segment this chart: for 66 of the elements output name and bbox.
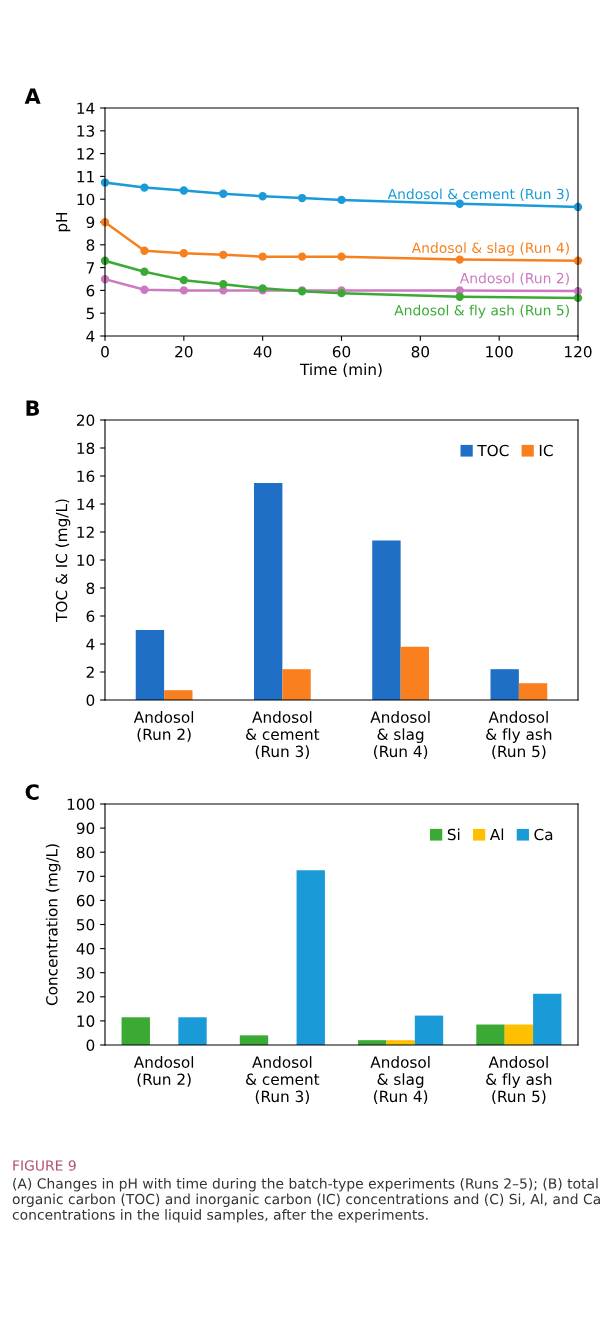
series-label: Andosol & slag (Run 4): [411, 242, 569, 256]
x-tick-label: Andosol & slag (Run 4): [370, 1056, 430, 1104]
x-tick-label: 20: [175, 345, 193, 358]
y-tick-label: 10: [77, 193, 95, 206]
y-tick-label: 18: [77, 442, 95, 455]
x-tick-label: 100: [486, 345, 513, 358]
y-tick-label: 6: [86, 610, 95, 623]
y-tick-label: 2: [86, 666, 94, 678]
y-tick-label: 0: [86, 694, 95, 707]
x-tick-label: Andosol (Run 2): [133, 1056, 194, 1087]
series-label: Andosol (Run 2): [459, 272, 569, 286]
x-tick-label: 0: [101, 345, 109, 358]
x-tick-label: 40: [253, 345, 272, 358]
chart-title: C: [25, 784, 39, 800]
y-tick-label: 5: [86, 307, 94, 320]
y-axis-title: Concentration (mg/L): [45, 844, 61, 1006]
y-tick-label: 10: [77, 1015, 95, 1027]
x-tick-label: Andosol (Run 2): [133, 711, 194, 742]
y-axis-title: TOC & IC (mg/L): [55, 499, 71, 622]
y-tick-label: 20: [76, 991, 95, 1003]
y-tick-label: 0: [86, 1039, 95, 1052]
legend-label: Ca: [534, 828, 553, 841]
series-label: Andosol & fly ash (Run 5): [394, 304, 569, 319]
y-tick-label: 12: [77, 526, 94, 538]
y-tick-label: 40: [76, 943, 95, 955]
y-tick-label: 4: [86, 330, 95, 342]
x-tick-label: 120: [565, 345, 592, 358]
y-tick-label: 60: [76, 894, 95, 907]
y-tick-label: 80: [76, 846, 95, 859]
y-tick-label: 12: [77, 148, 94, 160]
y-tick-label: 8: [86, 239, 95, 251]
chart-title: B: [26, 400, 39, 416]
y-tick-label: 6: [86, 284, 95, 297]
x-tick-label: Andosol & cement (Run 3): [246, 711, 320, 759]
x-axis-title: Time (min): [299, 363, 382, 377]
y-tick-label: 14: [77, 102, 95, 114]
y-tick-label: 10: [77, 554, 95, 567]
chart-title: A: [24, 88, 41, 104]
y-tick-label: 100: [67, 798, 95, 811]
x-tick-label: 60: [332, 345, 351, 358]
series-label: Andosol & cement (Run 3): [387, 188, 569, 201]
y-tick-label: 14: [77, 498, 95, 510]
y-tick-label: 30: [77, 967, 95, 979]
x-tick-label: Andosol & fly ash (Run 5): [486, 711, 552, 759]
caption: FIGURE 9: [13, 1160, 76, 1171]
y-tick-label: 13: [77, 125, 95, 137]
legend-label: IC: [539, 444, 553, 457]
x-tick-label: 80: [411, 345, 430, 358]
y-tick-label: 50: [77, 918, 95, 931]
legend-label: Al: [489, 828, 504, 841]
x-tick-label: Andosol & slag (Run 4): [370, 711, 430, 759]
y-tick-label: 20: [76, 414, 95, 427]
y-tick-label: 70: [77, 870, 95, 883]
x-tick-label: Andosol & cement (Run 3): [246, 1056, 320, 1104]
x-tick-label: Andosol & fly ash (Run 5): [486, 1056, 552, 1104]
y-tick-label: 4: [86, 638, 95, 650]
legend-label: Si: [447, 828, 460, 841]
y-tick-label: 8: [86, 582, 95, 595]
y-tick-label: 11: [77, 171, 94, 183]
text: (A) Changes in pH with time during the batch-type experiments (Runs 2–5); (B) total organic carbon (TOC) and inorganic carbon (IC) concentrations and (C) Si, Al, and Ca concentrations in the liquid samples, after the experiments.: [12, 1178, 600, 1223]
y-tick-label: 16: [77, 470, 95, 483]
y-tick-label: 9: [86, 216, 95, 229]
legend-label: TOC: [477, 444, 509, 457]
y-axis-title: pH: [55, 212, 71, 232]
y-tick-label: 7: [86, 262, 94, 274]
y-tick-label: 90: [76, 822, 95, 835]
